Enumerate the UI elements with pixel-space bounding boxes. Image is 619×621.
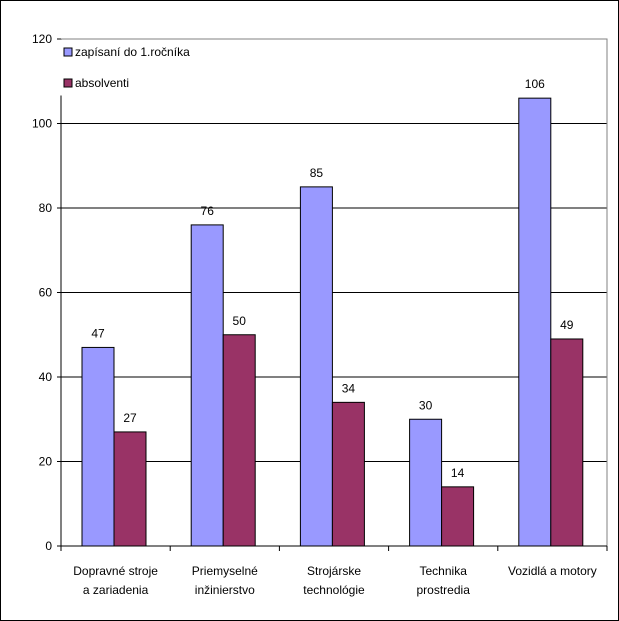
bar [409, 418, 443, 547]
data-label: 14 [451, 466, 465, 480]
y-tick-label: 0 [45, 539, 52, 553]
y-tick-label: 120 [32, 32, 52, 46]
data-label: 76 [201, 204, 215, 218]
legend-box [60, 39, 216, 96]
legend-label: absolventi [75, 76, 129, 90]
y-tick-label: 40 [39, 370, 53, 384]
legend-swatch [63, 78, 73, 88]
bar [441, 486, 475, 547]
data-label: 49 [560, 318, 574, 332]
x-tick-label: technológie [303, 583, 365, 597]
bars [81, 97, 584, 547]
legend-swatch [63, 47, 73, 57]
x-tick-label: Strojárske [307, 564, 361, 578]
y-tick-label: 100 [32, 117, 52, 131]
bar [550, 338, 584, 547]
data-label: 50 [233, 314, 247, 328]
legend-label: zapísaní do 1.ročníka [75, 45, 190, 59]
bar [518, 97, 552, 547]
x-tick-label: Technika [420, 564, 468, 578]
data-label: 34 [342, 381, 356, 395]
bar [331, 401, 365, 547]
data-label: 85 [310, 166, 324, 180]
bar [222, 334, 256, 547]
x-tick-label: Vozidlá a motory [508, 564, 597, 578]
bar [81, 346, 115, 547]
bar [113, 431, 147, 547]
x-tick-label: prostredia [417, 583, 471, 597]
y-tick-label: 60 [39, 286, 53, 300]
bar [299, 186, 333, 547]
x-tick-labels: Dopravné stroje a zariadenia Priemyselné in… [73, 564, 597, 597]
legend: zapísaní do 1.ročníka absolventi [60, 39, 216, 96]
y-tick-label: 20 [39, 455, 53, 469]
x-tick-label: a zariadenia [83, 583, 149, 597]
axes [57, 38, 608, 551]
x-tick-label: Priemyselné [192, 564, 258, 578]
x-tick-label: Dopravné stroje [73, 564, 158, 578]
y-tick-label: 80 [39, 201, 53, 215]
bar [190, 224, 224, 547]
data-label: 27 [123, 411, 137, 425]
data-label: 30 [419, 398, 433, 412]
data-label: 106 [525, 77, 545, 91]
data-labels: 47 27 76 50 85 34 30 14 106 49 [91, 77, 573, 480]
x-tick-label: inžinierstvo [195, 583, 255, 597]
y-tick-labels: 0 20 40 60 80 100 120 [32, 32, 52, 553]
data-label: 47 [91, 326, 105, 340]
